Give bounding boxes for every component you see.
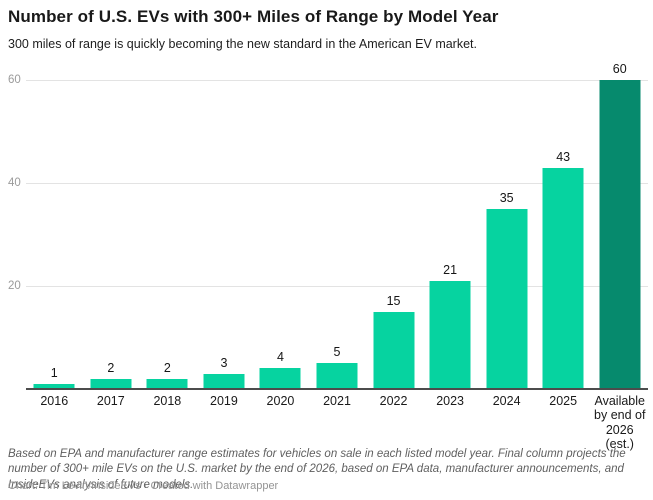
bars-container: 1 2 2 3 4 5 15 21 35 43 60	[26, 62, 648, 389]
gridline-60	[26, 80, 648, 81]
bar-2021	[316, 363, 358, 389]
bar-2025	[542, 168, 584, 389]
x-axis-label: 2016	[40, 394, 69, 408]
bar-available-by-end-of-2026-(est.)	[599, 80, 641, 389]
bar-2020	[259, 368, 301, 389]
bar-value-label: 2	[163, 361, 171, 375]
x-axis-label: 2020	[266, 394, 295, 408]
bar-value-label: 4	[276, 350, 284, 364]
bar-value-label: 1	[50, 366, 58, 380]
bar-value-label: 35	[499, 191, 514, 205]
chart-title: Number of U.S. EVs with 300+ Miles of Ra…	[8, 7, 499, 26]
bar-column: 2	[83, 80, 140, 389]
x-axis-label: 2025	[549, 394, 578, 408]
bar-column: 4	[252, 80, 309, 389]
bar-value-label: 5	[333, 345, 341, 359]
x-axis-label: 2018	[153, 394, 182, 408]
bar-column: 1	[26, 80, 83, 389]
x-axis-label: 2017	[96, 394, 125, 408]
bar-2024	[486, 209, 528, 389]
bar-column: 21	[422, 80, 479, 389]
bar-value-label: 15	[386, 294, 401, 308]
y-axis-tick-40: 40	[8, 177, 21, 189]
x-axis-label: 2024	[492, 394, 521, 408]
chart-footnote: Based on EPA and manufacturer range esti…	[8, 448, 626, 491]
bar-column: 60	[591, 62, 648, 389]
x-axis-label: 2019	[210, 394, 238, 408]
chart-subtitle: 300 miles of range is quickly becoming t…	[8, 37, 477, 51]
bar-column: 2	[139, 80, 196, 389]
bar-value-label: 43	[556, 150, 571, 164]
chart-credit: Chart: Tim Levin/InsideEVs · Created wit…	[8, 480, 279, 492]
x-axis-label: Available by end of 2026 (est.)	[594, 394, 646, 452]
bar-column: 5	[309, 80, 366, 389]
bar-2018	[146, 379, 188, 389]
bar-2022	[373, 312, 415, 389]
y-axis-tick-60: 60	[8, 74, 21, 86]
gridline-40	[26, 183, 648, 184]
gridline-20	[26, 286, 648, 287]
y-axis-tick-20: 20	[8, 280, 21, 292]
bar-2023	[429, 281, 471, 389]
x-axis-labels: 2016 2017 2018 2019 2020 2021 2022 2023 2024 2025…	[26, 394, 648, 452]
bar-value-label: 3	[220, 356, 228, 370]
bar-column: 35	[478, 80, 535, 389]
x-axis-label: 2021	[323, 394, 351, 408]
bar-column: 3	[196, 80, 253, 389]
bar-column: 15	[365, 80, 422, 389]
bar-column: 43	[535, 80, 592, 389]
bar-chart: 60 40 20 1 2 2 3 4 5 15 21 35 43 60	[0, 62, 653, 390]
bar-2016	[33, 384, 75, 389]
bar-2017	[90, 379, 132, 389]
x-axis-label: 2023	[436, 394, 464, 408]
bar-2019	[203, 374, 245, 389]
bar-value-label: 60	[612, 62, 627, 76]
x-axis-baseline	[26, 388, 648, 390]
x-axis-label: 2022	[379, 394, 408, 408]
bar-value-label: 2	[107, 361, 115, 375]
bar-value-label: 21	[443, 263, 458, 277]
